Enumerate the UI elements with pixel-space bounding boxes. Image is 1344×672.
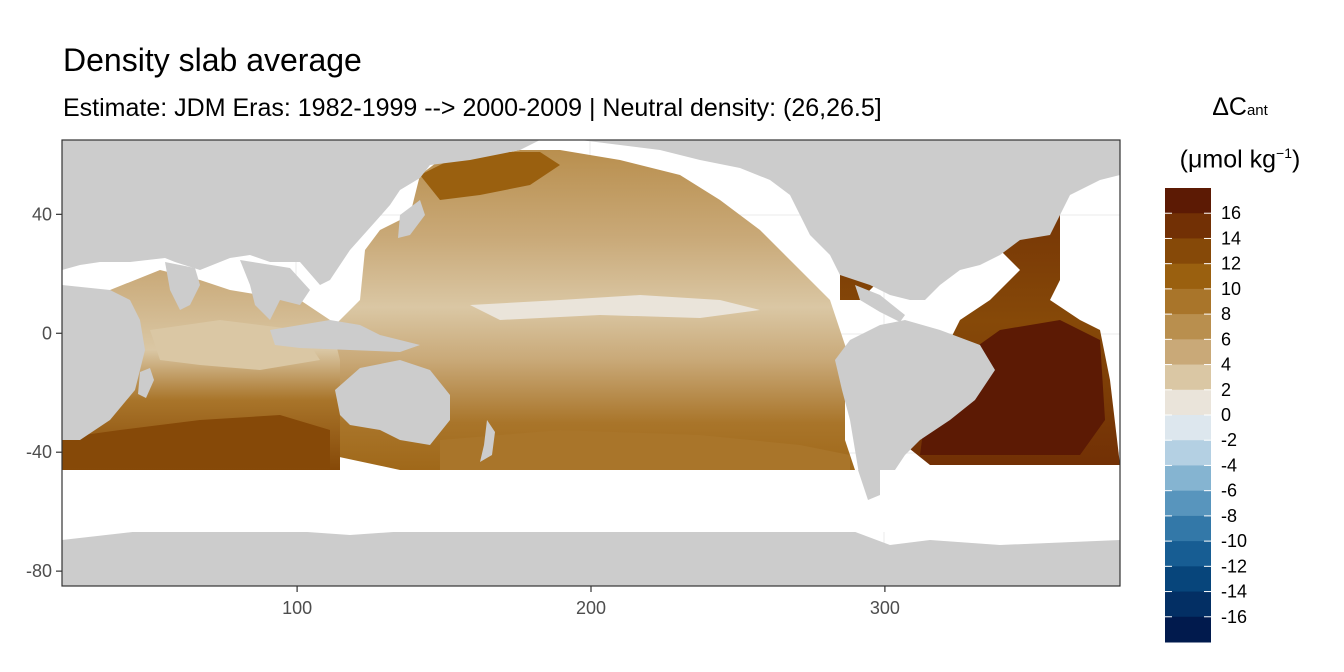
land-masses [62, 140, 1120, 586]
land-africa [62, 285, 145, 440]
y-tick-label: -40 [26, 442, 52, 462]
colorbar-label: 2 [1221, 380, 1231, 400]
colorbar-label: 10 [1221, 279, 1241, 299]
land-antarctica [62, 525, 1120, 586]
y-axis: 40 0 -40 -80 [26, 204, 62, 581]
colorbar-label: -8 [1221, 506, 1237, 526]
chart-subtitle: Estimate: JDM Eras: 1982-1999 --> 2000-2… [63, 94, 882, 122]
land-south-america [835, 320, 995, 498]
colorbar-label: 6 [1221, 329, 1231, 349]
land-japan [398, 200, 425, 238]
colorbar-label: 8 [1221, 304, 1231, 324]
southern-band-dark [62, 415, 330, 468]
colorbar-label: -2 [1221, 430, 1237, 450]
southern-ocean-no-data [62, 470, 1120, 532]
north-pacific-dark [420, 152, 560, 200]
colorbar-label: 0 [1221, 405, 1231, 425]
y-tick-label: 40 [32, 204, 52, 224]
chart-title: Density slab average [63, 42, 362, 78]
colorbar-swatch [1165, 591, 1211, 618]
colorbar-label: 16 [1221, 203, 1241, 223]
legend-unit-suffix: ) [1292, 145, 1301, 174]
legend-title-sub: ant [1246, 102, 1268, 119]
colorbar-swatch [1165, 440, 1211, 466]
pacific-equator-pale [470, 295, 760, 320]
south-america-tip [858, 470, 880, 500]
colorbar-label: -14 [1221, 582, 1247, 602]
colorbar-swatch [1165, 515, 1211, 542]
land-australia [335, 360, 450, 445]
land-india [165, 262, 200, 310]
pacific-ocean-field [330, 150, 880, 500]
colorbar-swatch [1165, 364, 1211, 391]
land-new-zealand [480, 420, 495, 462]
colorbar-label: -12 [1221, 556, 1247, 576]
land-indonesia [270, 320, 420, 352]
colorbar-label: -6 [1221, 481, 1237, 501]
land-se-asia [240, 260, 310, 320]
legend-unit-prefix: (μmol kg [1179, 145, 1277, 174]
colorbar-label: -10 [1221, 531, 1247, 551]
x-tick-label: 100 [282, 598, 312, 618]
x-tick-label: 300 [870, 598, 900, 618]
land-greenland [890, 140, 1060, 170]
colorbar-swatch [1165, 238, 1211, 265]
colorbar-swatch [1165, 490, 1211, 517]
colorbar-swatch [1165, 263, 1211, 290]
colorbar-swatch [1165, 188, 1211, 214]
colorbar-swatch [1165, 566, 1211, 593]
colorbar-swatch [1165, 616, 1211, 643]
southern-band-pacific [440, 430, 850, 470]
colorbar-swatch [1165, 339, 1211, 366]
land-north-america [580, 140, 1120, 300]
colorbar-swatch [1165, 314, 1211, 340]
colorbar-swatch [1165, 288, 1211, 315]
colorbar-swatch [1165, 541, 1211, 567]
colorbar-swatch [1165, 465, 1211, 492]
y-tick-label: 0 [42, 323, 52, 343]
legend-title: ΔCant (μmol kg−1) [1150, 86, 1330, 180]
land-eurasia [62, 140, 540, 285]
colorbar-swatch [1165, 415, 1211, 441]
colorbar-label: -16 [1221, 607, 1247, 627]
colorbar-label: 4 [1221, 355, 1231, 375]
map-panel [61, 139, 1121, 587]
colorbar-swatch [1165, 389, 1211, 416]
colorbar-label: -4 [1221, 455, 1237, 475]
colorbar-swatch [1165, 213, 1211, 239]
x-tick-label: 200 [576, 598, 606, 618]
colorbar-label: 12 [1221, 254, 1241, 274]
land-madagascar [138, 368, 154, 398]
legend-unit-sup: −1 [1276, 145, 1292, 161]
colorbar-label: 14 [1221, 228, 1241, 248]
y-tick-label: -80 [26, 561, 52, 581]
colorbar-legend: 16 14 12 10 8 6 4 2 0 -2 -4 -6 -8 -10 -12 -14 -16 [1165, 188, 1247, 643]
x-axis: 100 200 300 [282, 586, 900, 618]
land-central-america [855, 285, 905, 322]
legend-title-main: ΔC [1212, 93, 1247, 121]
atlantic-south-dark [920, 320, 1105, 455]
